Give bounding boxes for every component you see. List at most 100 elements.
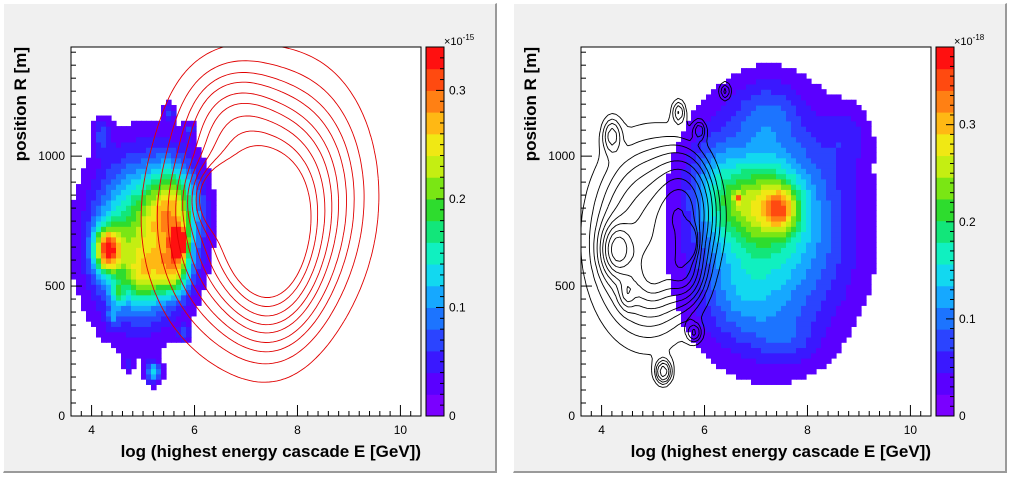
contour-cell <box>836 342 842 349</box>
contour-cell <box>846 215 852 222</box>
contour-cell <box>211 226 217 233</box>
contour-cell <box>686 236 692 243</box>
contour-cell <box>141 236 147 243</box>
contour-cell <box>851 300 857 306</box>
contour-cell <box>801 173 807 180</box>
contour-cell <box>706 120 712 127</box>
contour-cell <box>861 300 867 306</box>
contour-cell <box>796 368 802 375</box>
contour-cell <box>731 289 737 296</box>
contour-cell <box>176 189 182 196</box>
contour-cell <box>201 162 207 169</box>
contour-cell <box>866 263 872 269</box>
contour-cell <box>171 263 177 269</box>
contour-cell <box>106 162 112 169</box>
contour-cell <box>711 147 717 154</box>
contour-cell <box>811 247 817 254</box>
contour-cell <box>96 152 102 159</box>
contour-cell <box>671 184 677 190</box>
contour-cell <box>811 215 817 222</box>
contour-cell <box>766 178 772 185</box>
contour-cell <box>776 178 782 185</box>
contour-cell <box>676 300 682 306</box>
contour-cell <box>196 300 202 306</box>
contour-cell <box>191 205 197 212</box>
contour-cell <box>721 294 727 301</box>
contour-cell <box>771 189 777 196</box>
contour-cell <box>706 199 712 206</box>
contour-cell <box>161 141 167 148</box>
contour-cell <box>111 284 117 291</box>
contour-cell <box>721 347 727 354</box>
colorbar-band <box>936 47 954 70</box>
contour-cell <box>716 205 722 212</box>
contour-cell <box>111 136 117 143</box>
contour-cell <box>166 294 172 301</box>
contour-cell <box>771 173 777 180</box>
contour-cell <box>736 73 742 80</box>
contour-cell <box>771 263 777 269</box>
contour-cell <box>846 184 852 190</box>
colorbar-tick-label: 0.2 <box>959 215 976 229</box>
contour-cell <box>156 231 162 238</box>
contour-cell <box>116 278 122 285</box>
contour-cell <box>796 215 802 222</box>
contour-cell <box>161 126 167 132</box>
contour-cell <box>721 289 727 296</box>
contour-cell <box>711 331 717 338</box>
contour-cell <box>861 120 867 127</box>
contour-cell <box>761 205 767 212</box>
contour-cell <box>796 147 802 154</box>
contour-cell <box>821 136 827 143</box>
contour-cell <box>741 315 747 322</box>
contour-cell <box>146 321 152 327</box>
contour-cell <box>726 257 732 264</box>
contour-cell <box>836 131 842 138</box>
contour-cell <box>821 336 827 343</box>
contour-cell <box>166 115 172 122</box>
contour-cell <box>761 294 767 301</box>
contour-cell <box>816 326 822 333</box>
contour-cell <box>81 268 87 275</box>
contour-cell <box>781 331 787 338</box>
contour-cell <box>846 168 852 175</box>
contour-cell <box>191 215 197 222</box>
contour-cell <box>776 78 782 85</box>
contour-cell <box>841 331 847 338</box>
contour-cell <box>166 104 172 111</box>
contour-cell <box>146 278 152 285</box>
contour-cell <box>826 231 832 238</box>
contour-cell <box>761 236 767 243</box>
contour-cell <box>161 189 167 196</box>
contour-cell <box>181 120 187 127</box>
contour-cell <box>846 220 852 227</box>
contour-cell <box>691 168 697 175</box>
contour-cell <box>821 252 827 259</box>
contour-cell <box>856 115 862 122</box>
contour-cell <box>681 131 687 138</box>
contour-cell <box>761 284 767 291</box>
contour-cell <box>166 157 172 164</box>
contour-cell <box>801 215 807 222</box>
contour-cell <box>866 120 872 127</box>
contour-cell <box>811 236 817 243</box>
contour-cell <box>696 189 702 196</box>
contour-cell <box>836 273 842 280</box>
contour-cell <box>801 120 807 127</box>
contour-cell <box>866 147 872 154</box>
contour-cell <box>136 294 142 301</box>
contour-cell <box>776 199 782 206</box>
contour-cell <box>776 141 782 148</box>
contour-cell <box>796 126 802 132</box>
contour-cell <box>811 141 817 148</box>
contour-cell <box>811 94 817 101</box>
contour-cell <box>716 363 722 370</box>
contour-cell <box>171 268 177 275</box>
contour-cell <box>126 205 132 212</box>
contour-cell <box>846 321 852 327</box>
contour-cell <box>101 220 107 227</box>
contour-cell <box>126 363 132 370</box>
contour-cell <box>101 273 107 280</box>
contour-cell <box>711 300 717 306</box>
contour-cell <box>146 326 152 333</box>
